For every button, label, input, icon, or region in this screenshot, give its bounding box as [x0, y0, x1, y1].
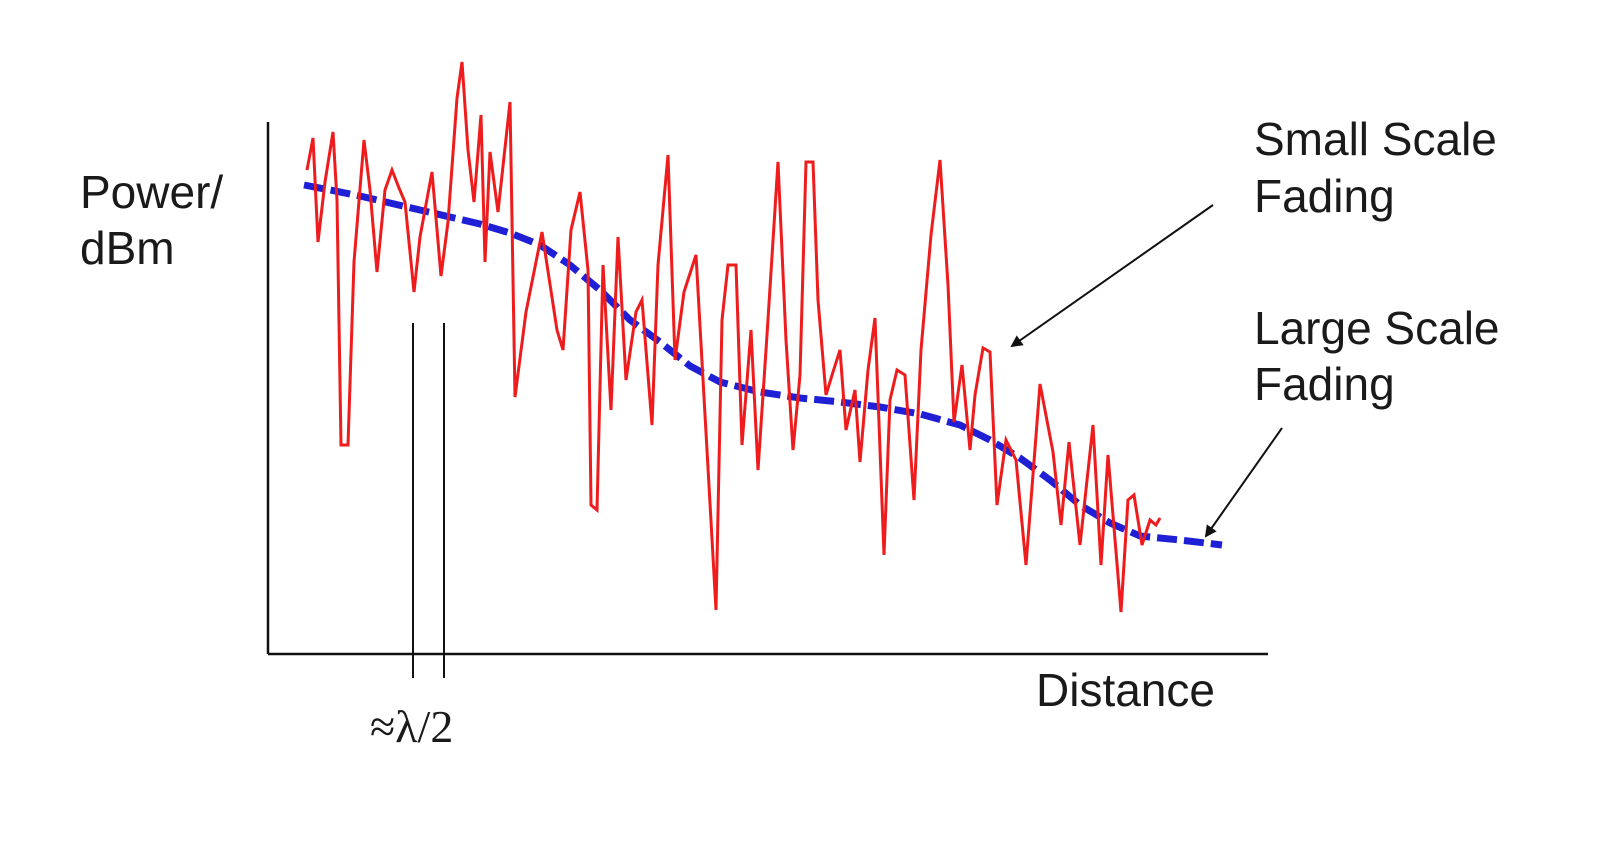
- small-scale-arrow: [1010, 204, 1214, 348]
- small-scale-label-line1: Small Scale: [1254, 113, 1497, 165]
- small-scale-fading-curve: [305, 61, 1162, 613]
- large-scale-arrow: [1204, 427, 1283, 538]
- large-scale-fading-curve: [303, 181, 1223, 549]
- wavelength-label: ≈λ/2: [370, 701, 453, 752]
- small-scale-label-line2: Fading: [1254, 170, 1395, 222]
- large-scale-label-line1: Large Scale: [1254, 302, 1500, 354]
- x-axis-label: Distance: [1036, 664, 1215, 716]
- y-axis-label-line2: dBm: [80, 222, 175, 274]
- large-scale-label-line2: Fading: [1254, 358, 1395, 410]
- y-axis-label-line1: Power/: [80, 166, 223, 218]
